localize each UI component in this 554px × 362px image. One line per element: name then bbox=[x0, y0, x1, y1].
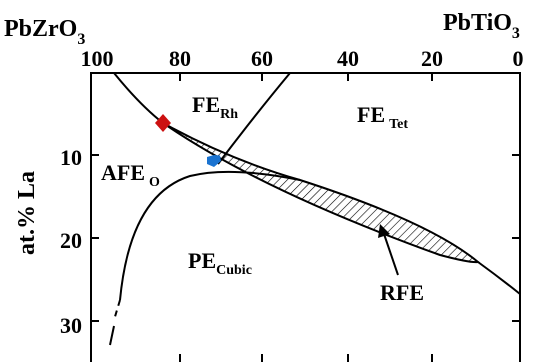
top-axis-ticks bbox=[179, 73, 433, 81]
bottom-axis-ticks bbox=[179, 354, 433, 362]
plot-frame bbox=[90, 72, 521, 362]
phase-label-rfe: RFE bbox=[380, 280, 424, 305]
red-diamond-marker bbox=[155, 114, 171, 132]
afe-fe-boundary bbox=[113, 72, 164, 124]
rfe-hatched-region bbox=[162, 122, 481, 264]
left-endmember-label: PbZrO3 bbox=[4, 16, 85, 48]
top-tick-40: 40 bbox=[337, 46, 359, 71]
left-axis-label: at.% La bbox=[14, 171, 40, 255]
blue-hexagon-marker bbox=[207, 155, 221, 167]
left-tick-10: 10 bbox=[60, 145, 82, 170]
pe-afe-boundary bbox=[119, 170, 301, 301]
phase-label-fe-rh: FERh bbox=[192, 92, 238, 122]
top-tick-20: 20 bbox=[421, 46, 443, 71]
left-tick-20: 20 bbox=[60, 228, 82, 253]
rfe-arrow-head bbox=[378, 224, 390, 238]
top-tick-0: 0 bbox=[513, 46, 524, 71]
pe-afe-boundary-tail bbox=[109, 325, 115, 346]
top-axis-tick-labels: 100 80 60 40 20 0 bbox=[81, 46, 524, 71]
pe-afe-boundary-dashed bbox=[113, 299, 121, 321]
left-axis-tick-labels: 10 20 30 bbox=[60, 145, 82, 338]
phase-label-fe-tet: FE Tet bbox=[357, 102, 408, 132]
top-tick-80: 80 bbox=[169, 46, 191, 71]
left-tick-30: 30 bbox=[60, 313, 82, 338]
top-tick-100: 100 bbox=[81, 46, 114, 71]
left-axis-ticks bbox=[91, 154, 99, 322]
top-tick-60: 60 bbox=[251, 46, 273, 71]
rh-tet-boundary bbox=[217, 72, 291, 165]
phase-label-pe-cubic: PECubic bbox=[188, 248, 252, 278]
right-axis-ticks bbox=[512, 154, 520, 322]
rfe-arrow-line bbox=[383, 233, 399, 276]
phase-label-afe-o: AFE O bbox=[101, 160, 160, 190]
right-endmember-label: PbTiO3 bbox=[443, 10, 520, 42]
pe-fe-boundary-lower bbox=[477, 261, 521, 295]
